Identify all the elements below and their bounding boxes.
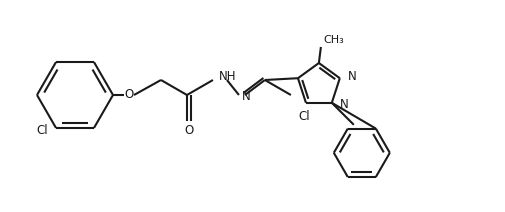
Text: O: O	[184, 124, 193, 137]
Text: N: N	[340, 98, 348, 111]
Text: CH₃: CH₃	[323, 35, 343, 45]
Text: N: N	[242, 91, 250, 103]
Text: O: O	[124, 88, 134, 102]
Text: NH: NH	[219, 70, 236, 82]
Text: N: N	[348, 70, 357, 83]
Text: Cl: Cl	[36, 124, 48, 137]
Text: Cl: Cl	[298, 110, 310, 123]
